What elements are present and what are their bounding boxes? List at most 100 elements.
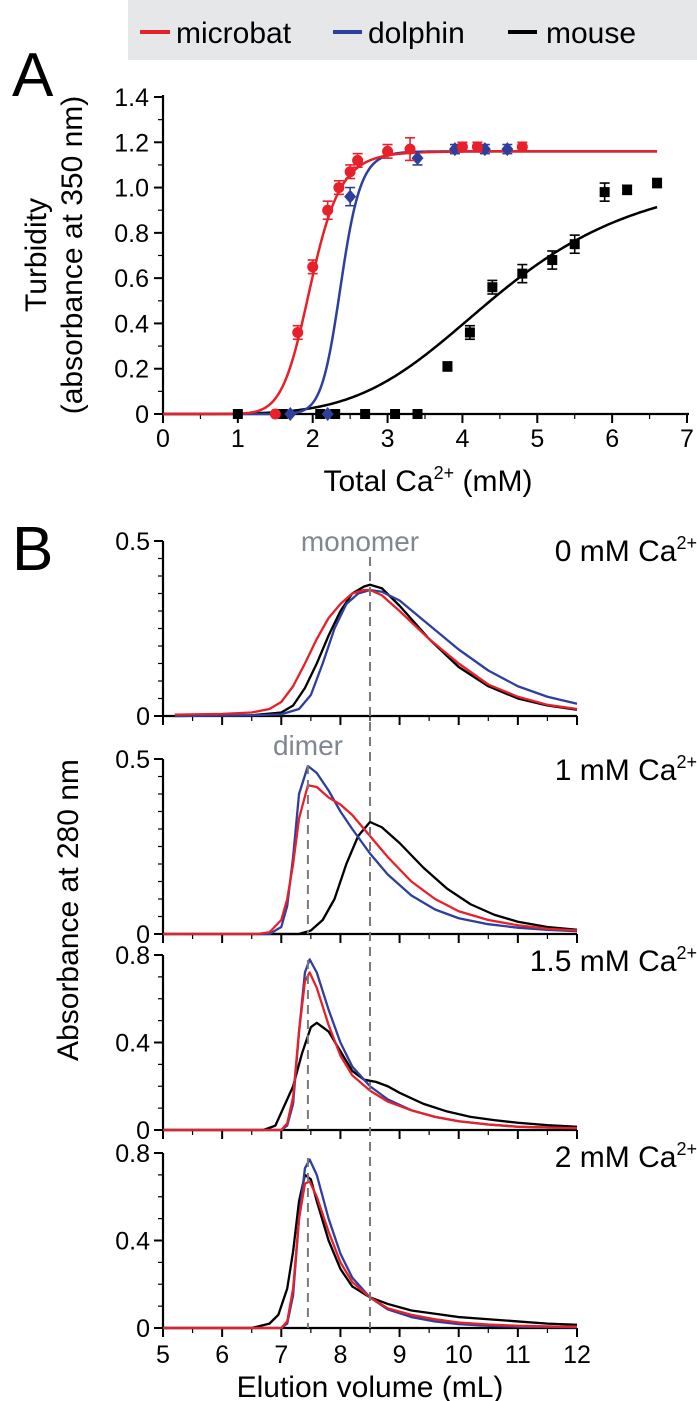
panel-a-x-tick-label: 0 xyxy=(156,425,170,453)
subplot-y-tick-label: 0.4 xyxy=(115,1030,150,1058)
panel-a-point-microbat xyxy=(269,408,281,420)
subplot-x-tick-label: 6 xyxy=(215,1341,229,1369)
panel-a-ylabel-line1: Turbidity xyxy=(20,198,53,312)
panel-a-x-tick-label: 2 xyxy=(306,425,320,453)
panel-b-xlabel: Elution volume (mL) xyxy=(237,1371,504,1401)
panel-a-y-tick-label: 0.4 xyxy=(114,310,149,338)
panel-b-ylabel: Absorbance at 280 nm xyxy=(52,759,85,1061)
panel-a-fit-dolphin xyxy=(163,150,658,416)
trace-dolphin xyxy=(174,588,578,718)
subplot-x-tick-label: 5 xyxy=(156,1341,170,1369)
condition-2mM-value: 2 mM Ca xyxy=(555,1141,677,1174)
subplot-y-tick-label: 0.8 xyxy=(115,1140,150,1168)
condition-1mM-sup: 2+ xyxy=(676,752,697,772)
panel-a-series xyxy=(163,136,663,421)
subplot-y-tick-label: 0 xyxy=(136,703,150,731)
subplot-x-tick-label: 7 xyxy=(274,1341,288,1369)
panel-a-x-tick-label: 3 xyxy=(381,425,395,453)
subplot-y-tick-label: 0 xyxy=(136,1315,150,1343)
trace-microbat xyxy=(163,1180,578,1330)
panel-a-point-microbat xyxy=(404,143,416,155)
annotation-dimer: dimer xyxy=(273,730,343,761)
panel-a-turbidity-chart: 0 1 2 3 4 5 6 7 0 0.2 0.4 0.6 0.8 1.0 1.2 1.4 Total Ca2… xyxy=(20,84,694,498)
panel-a-x-tick-label: 4 xyxy=(455,425,469,453)
panel-a-point-mouse xyxy=(622,184,633,195)
legend-background xyxy=(128,0,697,60)
panel-a-fit-mouse xyxy=(163,205,658,416)
panel-a-xlabel: Total Ca2+ (mM) xyxy=(324,463,533,498)
panel-a-point-mouse xyxy=(232,409,243,419)
panel-a-x-tick-label: 1 xyxy=(231,425,245,453)
panel-a-point-mouse xyxy=(652,178,663,189)
panel-b-subplots: 00.500.500.40.800.40.85 6 7 8 9 10 11 12 xyxy=(115,528,591,1369)
panel-a-point-dolphin xyxy=(284,407,297,421)
panel-a-point-dolphin xyxy=(344,189,357,204)
legend: microbat dolphin mouse xyxy=(128,0,697,60)
panel-a-point-microbat xyxy=(382,145,394,157)
legend-label-dolphin: dolphin xyxy=(368,17,465,50)
panel-a-xlabel-sup: 2+ xyxy=(434,463,455,483)
panel-a-point-mouse xyxy=(315,409,326,419)
panel-a-point-mouse xyxy=(599,187,610,198)
panel-a-y-tick-label: 0.2 xyxy=(114,356,149,384)
panel-a-xlabel-post: (mM) xyxy=(454,465,532,498)
condition-label-0mM: 0 mM Ca2+ xyxy=(555,533,697,568)
panel-a-axes: 0 1 2 3 4 5 6 7 0 0.2 0.4 0.6 0.8 1.0 1.2 1.4 xyxy=(114,84,694,453)
subplot-y-tick-label: 0.8 xyxy=(115,942,150,970)
panel-a-point-mouse xyxy=(569,239,580,250)
subplot-2: 00.5 xyxy=(115,746,578,949)
trace-mouse xyxy=(174,583,578,718)
panel-a-point-dolphin xyxy=(411,151,424,166)
panel-a-point-microbat xyxy=(322,204,334,216)
panel-a-point-mouse xyxy=(464,327,475,338)
panel-a-y-tick-label: 0.6 xyxy=(114,265,149,293)
condition-1mM-value: 1 mM Ca xyxy=(555,754,677,787)
panel-a-ylabel-line2: (absorbance at 350 nm) xyxy=(56,96,89,415)
condition-1-5mM-sup: 2+ xyxy=(676,943,697,963)
panel-a-point-mouse xyxy=(547,255,558,266)
condition-label-1mM: 1 mM Ca2+ xyxy=(555,752,697,787)
panel-a-x-tick-label: 7 xyxy=(680,425,694,453)
subplot-x-tick-label: 11 xyxy=(505,1341,531,1369)
panel-letter-a: A xyxy=(12,41,54,110)
panel-a-point-mouse xyxy=(517,268,528,279)
panel-a-point-mouse xyxy=(277,409,288,419)
legend-label-mouse: mouse xyxy=(546,17,636,50)
panel-a-point-mouse xyxy=(330,409,341,419)
panel-a-point-microbat xyxy=(292,326,304,338)
panel-a-point-mouse xyxy=(412,409,423,419)
subplot-y-tick-label: 0 xyxy=(136,1117,150,1145)
panel-a-point-mouse xyxy=(442,361,453,372)
panel-a-point-mouse xyxy=(360,409,371,419)
annotation-monomer: monomer xyxy=(301,526,419,557)
panel-a-point-microbat xyxy=(333,182,345,194)
panel-a-point-dolphin xyxy=(501,142,514,157)
panel-a-point-mouse xyxy=(390,409,401,419)
panel-a-x-tick-label: 6 xyxy=(605,425,619,453)
trace-microbat xyxy=(174,588,578,716)
condition-1-5mM-value: 1.5 mM Ca xyxy=(530,945,677,978)
panel-a-xlabel-pre: Total Ca xyxy=(324,465,434,498)
subplot-y-tick-label: 0.4 xyxy=(115,1228,150,1256)
panel-a-point-dolphin xyxy=(321,407,334,421)
panel-a-fit-microbat xyxy=(163,150,658,416)
condition-0mM-sup: 2+ xyxy=(676,533,697,553)
condition-2mM-sup: 2+ xyxy=(676,1139,697,1159)
panel-b-reference-lines xyxy=(306,557,371,1328)
trace-microbat xyxy=(163,971,578,1132)
legend-label-microbat: microbat xyxy=(176,17,292,50)
trace-mouse xyxy=(163,1021,578,1132)
condition-label-1-5mM: 1.5 mM Ca2+ xyxy=(530,943,697,978)
trace-microbat xyxy=(163,784,578,936)
subplot-x-tick-label: 10 xyxy=(445,1341,473,1369)
subplot-1: 00.5 xyxy=(115,528,578,731)
panel-a-point-microbat xyxy=(352,154,364,166)
subplot-x-tick-label: 8 xyxy=(333,1341,347,1369)
panel-b-elution-chart: 00.500.500.40.800.40.85 6 7 8 9 10 11 12 monome… xyxy=(52,526,697,1401)
trace-mouse xyxy=(163,1173,578,1330)
panel-a-x-tick-label: 5 xyxy=(530,425,544,453)
subplot-3: 0 0.4 0.8 xyxy=(115,942,578,1145)
subplot-x-tick-label: 9 xyxy=(393,1341,407,1369)
panel-a-y-tick-label: 1.2 xyxy=(114,129,149,157)
